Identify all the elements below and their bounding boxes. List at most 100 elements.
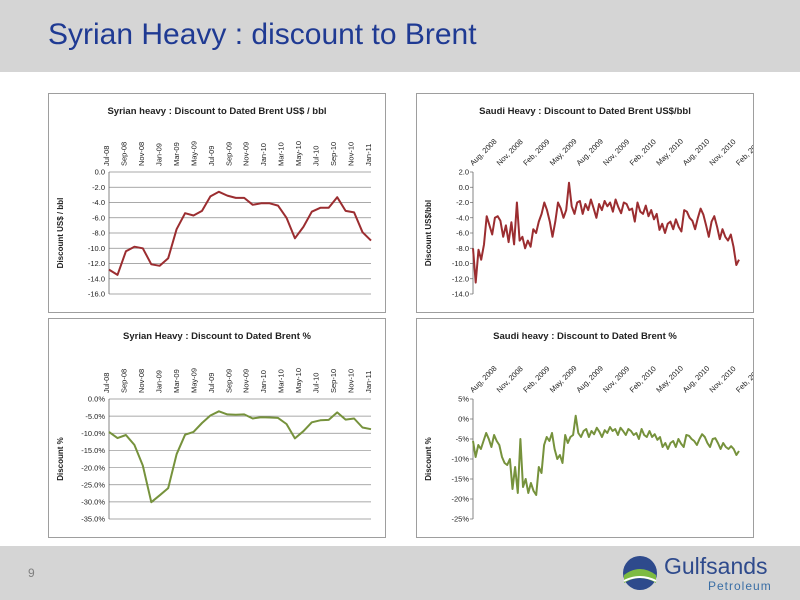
y-tick-label: 5% bbox=[458, 395, 469, 404]
x-tick-label: Jul-09 bbox=[207, 373, 216, 393]
y-tick-label: -6.0 bbox=[456, 229, 469, 238]
x-tick-label: May-09 bbox=[189, 141, 198, 166]
x-tick-label: Jul-08 bbox=[102, 373, 111, 393]
y-tick-label: -4.0 bbox=[456, 213, 469, 222]
x-tick-label: Mar-09 bbox=[172, 369, 181, 393]
slide-title: Syrian Heavy : discount to Brent bbox=[48, 18, 477, 51]
y-tick-label: -2.0 bbox=[456, 198, 469, 207]
x-tick-label: Nov, 2009 bbox=[601, 137, 631, 167]
x-tick-label: Mar-10 bbox=[277, 369, 286, 393]
y-tick-label: 2.0 bbox=[459, 168, 469, 177]
company-logo: Gulfsands Petroleum bbox=[620, 551, 780, 595]
x-tick-label: Nov-09 bbox=[242, 142, 251, 166]
x-tick-label: May, 2009 bbox=[548, 137, 579, 168]
y-tick-label: -20% bbox=[451, 495, 469, 504]
y-tick-label: -10.0 bbox=[88, 244, 105, 253]
x-tick-label: Aug, 2009 bbox=[574, 137, 605, 168]
y-tick-label: -20.0% bbox=[81, 463, 105, 472]
y-tick-label: -5% bbox=[456, 435, 470, 444]
chart-title: Syrian heavy : Discount to Dated Brent U… bbox=[107, 106, 326, 117]
y-tick-label: -10.0 bbox=[452, 259, 469, 268]
y-axis-label: Discount US$ / bbl bbox=[56, 198, 65, 269]
footer-band bbox=[0, 546, 800, 600]
x-tick-label: Aug, 2008 bbox=[468, 364, 499, 395]
y-tick-label: -30.0% bbox=[81, 498, 105, 507]
chart-title: Saudi Heavy : Discount to Dated Brent US… bbox=[479, 106, 691, 117]
y-tick-label: -12.0 bbox=[88, 259, 105, 268]
x-tick-label: Nov, 2008 bbox=[495, 137, 525, 167]
y-tick-label: -14.0 bbox=[88, 274, 105, 283]
chart-panel-saudi-pct: Saudi heavy : Discount to Dated Brent % 5… bbox=[416, 318, 754, 538]
x-tick-label: Aug, 2008 bbox=[468, 137, 499, 168]
x-tick-label: May-09 bbox=[189, 368, 198, 393]
series-line bbox=[472, 181, 740, 284]
y-tick-label: -5.0% bbox=[85, 412, 105, 421]
x-tick-label: Sep-08 bbox=[119, 142, 128, 166]
x-tick-label: Jan-09 bbox=[154, 370, 163, 393]
x-tick-label: Nov-09 bbox=[242, 369, 251, 393]
y-tick-label: -10.0% bbox=[81, 429, 105, 438]
x-tick-label: Nov, 2008 bbox=[495, 364, 525, 394]
x-tick-label: Sep-08 bbox=[119, 369, 128, 393]
x-tick-label: Nov, 2010 bbox=[707, 137, 737, 167]
x-tick-label: Nov-10 bbox=[347, 369, 356, 393]
x-tick-label: Nov-10 bbox=[347, 142, 356, 166]
x-tick-label: Feb, 2009 bbox=[521, 364, 551, 394]
y-tick-label: -4.0 bbox=[92, 198, 105, 207]
logo-mark-icon bbox=[623, 556, 657, 590]
y-tick-label: -25% bbox=[451, 515, 469, 524]
y-tick-label: -6.0 bbox=[92, 213, 105, 222]
x-tick-label: Feb, 2011 bbox=[734, 138, 753, 168]
x-tick-label: May-10 bbox=[294, 368, 303, 393]
x-tick-label: Sep-10 bbox=[329, 142, 338, 166]
chart-syrian-usd: Syrian heavy : Discount to Dated Brent U… bbox=[56, 106, 373, 299]
x-tick-label: May, 2010 bbox=[654, 137, 685, 168]
y-tick-label: 0.0 bbox=[95, 168, 105, 177]
y-axis-label: Discount % bbox=[424, 437, 433, 481]
y-tick-label: 0.0% bbox=[88, 395, 105, 404]
chart-title: Saudi heavy : Discount to Dated Brent % bbox=[493, 331, 677, 342]
y-tick-label: 0.0 bbox=[459, 183, 469, 192]
x-tick-label: Sep-09 bbox=[224, 369, 233, 393]
chart-saudi-pct: Saudi heavy : Discount to Dated Brent % 5… bbox=[424, 331, 753, 524]
x-tick-label: Feb, 2009 bbox=[521, 137, 551, 167]
y-tick-label: -15% bbox=[451, 475, 469, 484]
x-tick-label: Jan-10 bbox=[259, 370, 268, 393]
x-tick-label: Jul-10 bbox=[312, 373, 321, 393]
x-tick-label: Jul-09 bbox=[207, 146, 216, 166]
series-line bbox=[108, 410, 372, 504]
y-tick-label: -25.0% bbox=[81, 480, 105, 489]
y-axis-label: Discount % bbox=[56, 437, 65, 481]
x-tick-label: Nov, 2010 bbox=[707, 364, 737, 394]
y-axis-label: Discount US$/bbl bbox=[424, 200, 433, 266]
x-tick-label: Aug, 2010 bbox=[681, 364, 712, 395]
x-tick-label: May-10 bbox=[294, 141, 303, 166]
x-tick-label: Nov, 2009 bbox=[601, 364, 631, 394]
chart-panel-syrian-usd: Syrian heavy : Discount to Dated Brent U… bbox=[48, 93, 386, 313]
x-tick-label: Jul-08 bbox=[102, 146, 111, 166]
x-tick-label: Feb, 2011 bbox=[734, 365, 753, 395]
x-tick-label: Jan-10 bbox=[259, 143, 268, 166]
y-tick-label: -16.0 bbox=[88, 290, 105, 299]
x-tick-label: Feb, 2010 bbox=[628, 364, 658, 394]
x-tick-label: Mar-10 bbox=[277, 142, 286, 166]
header-band bbox=[0, 0, 800, 72]
y-tick-label: -8.0 bbox=[456, 244, 469, 253]
y-tick-label: -35.0% bbox=[81, 515, 105, 524]
x-tick-label: Jul-10 bbox=[312, 146, 321, 166]
x-tick-label: Feb, 2010 bbox=[628, 137, 658, 167]
series-line bbox=[472, 414, 740, 496]
series-line bbox=[108, 190, 372, 276]
page-number: 9 bbox=[28, 566, 35, 580]
x-tick-label: Nov-08 bbox=[137, 142, 146, 166]
x-tick-label: May, 2009 bbox=[548, 364, 579, 395]
x-tick-label: Aug, 2010 bbox=[681, 137, 712, 168]
x-tick-label: Nov-08 bbox=[137, 369, 146, 393]
chart-panel-saudi-usd: Saudi Heavy : Discount to Dated Brent US… bbox=[416, 93, 754, 313]
y-tick-label: -12.0 bbox=[452, 274, 469, 283]
chart-saudi-usd: Saudi Heavy : Discount to Dated Brent US… bbox=[424, 106, 753, 299]
y-tick-label: -15.0% bbox=[81, 446, 105, 455]
y-tick-label: -2.0 bbox=[92, 183, 105, 192]
x-tick-label: Sep-10 bbox=[329, 369, 338, 393]
x-tick-label: Aug, 2009 bbox=[574, 364, 605, 395]
